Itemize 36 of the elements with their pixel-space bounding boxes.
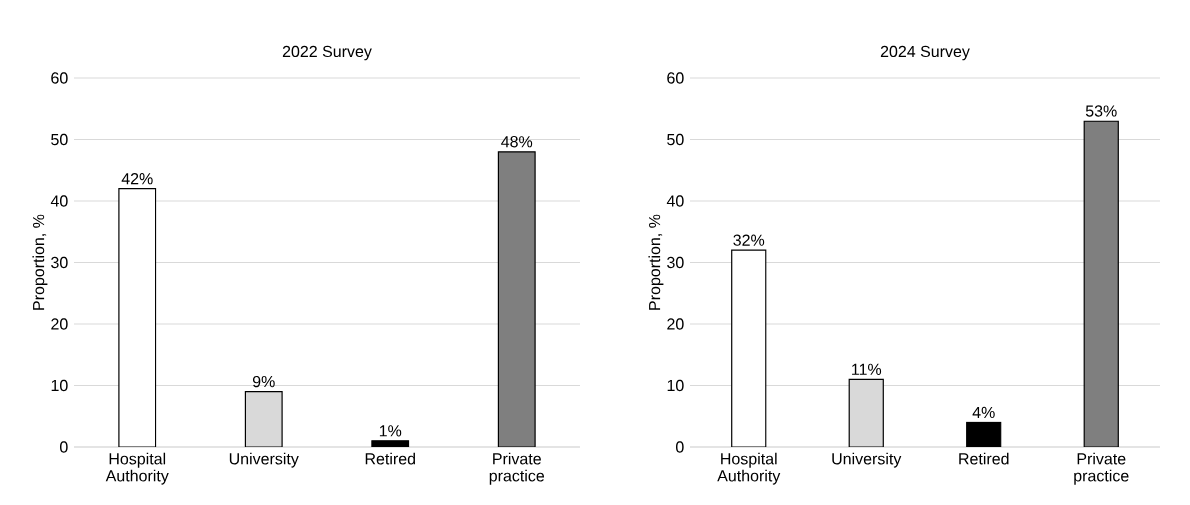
y-tick-label: 40 <box>666 195 684 207</box>
data-label: 48% <box>501 136 533 148</box>
y-tick-label: 60 <box>667 72 684 84</box>
data-label: 42% <box>121 173 153 185</box>
y-tick-label: 30 <box>667 256 684 269</box>
data-label: 11% <box>852 363 882 375</box>
y-tick-label: 50 <box>667 133 684 146</box>
x-tick-label: Private practice <box>489 452 545 485</box>
x-tick-label: Hospital Authority <box>105 452 169 485</box>
y-tick-label: 10 <box>667 379 684 392</box>
y-axis-title: Proportion, % <box>648 214 664 310</box>
y-tick-label: 0 <box>676 441 684 453</box>
y-axis-title: Proportion, % <box>32 214 48 310</box>
data-label: 9% <box>252 375 275 388</box>
x-tick-label: Private practice <box>1074 452 1129 485</box>
y-tick-label: 20 <box>51 318 68 330</box>
data-label: 32% <box>733 234 765 246</box>
y-tick-label: 10 <box>51 379 68 392</box>
x-tick-label: Retired <box>365 452 415 465</box>
y-tick-label: 20 <box>667 318 684 330</box>
y-tick-label: 50 <box>51 133 68 146</box>
x-tick-label: University <box>832 452 902 468</box>
y-tick-label: 30 <box>51 256 68 269</box>
x-tick-label: Hospital Authority <box>717 452 781 485</box>
y-tick-label: 40 <box>50 195 68 207</box>
bar <box>731 249 767 447</box>
chart-title: 2022 Survey <box>282 45 372 61</box>
data-label: 1% <box>379 425 402 437</box>
chart-title: 2024 Survey <box>880 45 970 61</box>
data-label: 53% <box>1085 105 1117 117</box>
y-tick-label: 60 <box>51 72 68 84</box>
y-tick-label: 0 <box>60 441 68 453</box>
x-tick-label: Retired <box>959 452 1009 465</box>
bar <box>966 421 1002 447</box>
data-label: 4% <box>972 406 995 418</box>
x-tick-label: University <box>229 452 299 468</box>
